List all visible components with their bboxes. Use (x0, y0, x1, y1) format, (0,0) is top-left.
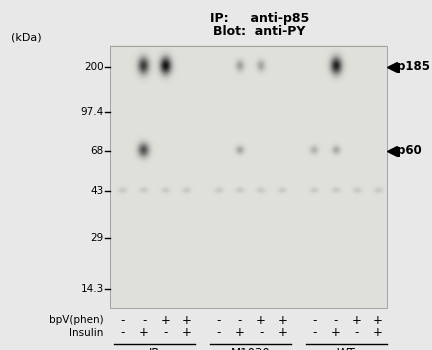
Text: bpV(phen): bpV(phen) (49, 315, 104, 325)
Text: -: - (355, 326, 359, 339)
Text: 29: 29 (90, 233, 104, 243)
Text: 200: 200 (84, 62, 104, 71)
Text: -: - (121, 326, 125, 339)
Text: 14.3: 14.3 (80, 284, 104, 294)
Text: -: - (121, 314, 125, 327)
Text: -: - (312, 314, 317, 327)
Text: +: + (160, 314, 170, 327)
Text: (kDa): (kDa) (11, 32, 41, 42)
Text: +: + (235, 326, 245, 339)
Text: -: - (163, 326, 168, 339)
Text: +: + (277, 326, 287, 339)
Text: M1030: M1030 (231, 347, 270, 350)
Text: p60: p60 (397, 144, 422, 157)
Text: 97.4: 97.4 (80, 107, 104, 117)
Text: Insulin: Insulin (69, 328, 104, 337)
Bar (110, 46, 387, 308)
Text: +: + (331, 326, 341, 339)
Text: -: - (216, 326, 221, 339)
Text: +: + (182, 326, 192, 339)
Text: +: + (373, 314, 383, 327)
Text: IR: IR (149, 347, 161, 350)
Text: -: - (216, 314, 221, 327)
Text: Blot:  anti-PY: Blot: anti-PY (213, 25, 305, 38)
Text: +: + (277, 314, 287, 327)
Text: -: - (259, 326, 264, 339)
Text: -: - (142, 314, 146, 327)
Text: +: + (352, 314, 362, 327)
Text: +: + (373, 326, 383, 339)
Text: 43: 43 (90, 186, 104, 196)
Text: +: + (256, 314, 266, 327)
Text: -: - (312, 326, 317, 339)
Text: -: - (334, 314, 338, 327)
Text: +: + (139, 326, 149, 339)
Text: +: + (182, 314, 192, 327)
Text: 68: 68 (90, 146, 104, 155)
Text: WT: WT (337, 347, 356, 350)
Text: IP:     anti-p85: IP: anti-p85 (210, 12, 309, 25)
Text: p185: p185 (397, 60, 430, 73)
Text: -: - (238, 314, 242, 327)
